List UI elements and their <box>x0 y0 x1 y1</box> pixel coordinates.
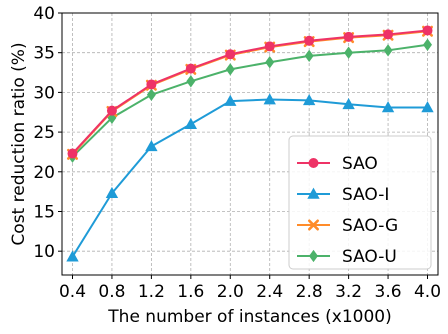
legend-items: SAO SAO-I SAO-G SAO-U <box>297 154 398 267</box>
x-tick-label: 1.6 <box>177 282 204 302</box>
legend-sao-u-point <box>309 249 318 263</box>
legend-sao-point <box>308 158 319 168</box>
x-axis-label: The number of instances (x1000) <box>107 307 391 327</box>
legend-item-sao-i: SAO-I <box>297 185 389 205</box>
x-tick-label: 2.0 <box>217 282 244 302</box>
x-tick-label: 2.8 <box>296 282 323 302</box>
legend-sao-g-point-stroke <box>307 219 320 231</box>
series-sao-line <box>71 29 428 155</box>
series-sao-point <box>106 105 117 116</box>
legend-item-sao: SAO <box>297 154 378 174</box>
plot-frame <box>61 12 439 276</box>
y-tick-label: 20 <box>33 163 55 183</box>
y-tick-label: 35 <box>33 44 55 64</box>
series-sao-point <box>304 35 315 46</box>
legend-label-sao: SAO <box>342 154 378 174</box>
series-sao-i-point <box>66 250 79 262</box>
legend-label-sao-u: SAO-U <box>342 247 397 267</box>
series-sao-i-point <box>263 93 276 105</box>
series-sao-point <box>146 79 157 90</box>
series-sao-point <box>422 25 433 36</box>
axis-ticks: 10 15 20 25 30 35 40 0.4 0.8 1.2 1.6 2.0 2.4 2.8 3.2 3.… <box>33 4 441 302</box>
series-sao-i-point <box>224 94 237 106</box>
series-sao-point <box>264 41 275 52</box>
series-sao-i-point <box>145 140 158 152</box>
x-tick-label: 2.4 <box>256 282 283 302</box>
series-sao-u-point <box>146 88 156 101</box>
legend-label-sao-i: SAO-I <box>342 185 389 205</box>
series-layer <box>66 25 434 262</box>
y-tick-label: 25 <box>33 123 55 143</box>
series-sao-u-point <box>304 49 314 63</box>
legend-sao-g-point <box>307 219 320 231</box>
legend-item-sao-g: SAO-G <box>297 216 398 236</box>
series-sao-i <box>66 93 434 262</box>
y-tick-label: 10 <box>33 242 55 262</box>
x-tick-label: 3.6 <box>375 282 402 302</box>
series-sao-i-point <box>184 117 198 129</box>
y-axis-label: Cost reduction ratio (%) <box>9 42 29 245</box>
series-sao-point <box>343 31 354 42</box>
series-sao-u-line <box>71 43 428 158</box>
series-sao-i-point <box>302 94 316 106</box>
series-sao-i-point <box>381 101 395 113</box>
x-tick-label: 3.2 <box>335 282 362 302</box>
series-sao-point <box>67 148 78 159</box>
x-tick-label: 0.4 <box>59 282 86 302</box>
legend-frame <box>288 135 432 270</box>
series-sao-i-point <box>421 101 434 113</box>
x-tick-label: 0.8 <box>98 282 125 302</box>
x-tick-label: 4.0 <box>414 282 441 302</box>
series-sao-u-point <box>423 38 432 51</box>
series-sao-u-point <box>186 75 196 88</box>
series-sao-i-point <box>105 186 119 199</box>
series-sao-point <box>383 29 394 40</box>
y-tick-label: 30 <box>33 83 55 103</box>
series-sao-u <box>68 38 432 163</box>
series-sao-point <box>225 49 236 60</box>
series-sao-u-point <box>225 63 235 76</box>
series-sao-u-point <box>344 46 354 59</box>
series-sao <box>67 25 433 159</box>
legend-item-sao-u: SAO-U <box>297 247 397 267</box>
series-sao-point <box>185 63 196 74</box>
series-sao-i-point <box>342 97 355 110</box>
series-sao-u-point <box>383 44 393 57</box>
legend: SAO SAO-I SAO-G SAO-U <box>288 135 432 270</box>
series-sao-i-line <box>71 98 428 258</box>
legend-sao-i-point <box>307 187 320 199</box>
legend-label-sao-g: SAO-G <box>342 216 398 236</box>
y-tick-label: 15 <box>33 202 55 222</box>
x-tick-label: 1.2 <box>138 282 165 302</box>
series-sao-u-point <box>265 56 275 69</box>
y-tick-label: 40 <box>33 4 55 24</box>
